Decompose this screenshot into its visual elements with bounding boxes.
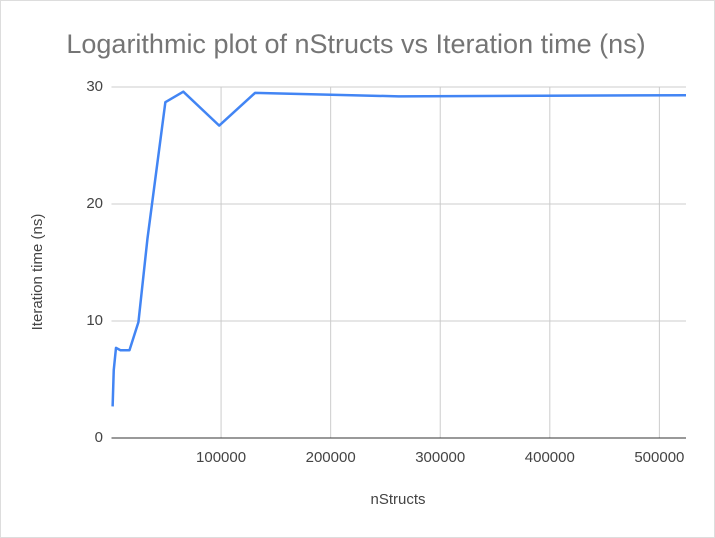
y-tick-label: 10 [86, 312, 103, 329]
chart-title: Logarithmic plot of nStructs vs Iteratio… [66, 29, 645, 59]
x-tick-label: 200000 [306, 449, 356, 466]
x-tick-label: 500000 [634, 449, 684, 466]
y-tick-label: 20 [86, 195, 103, 212]
x-tick-label: 400000 [525, 449, 575, 466]
y-tick-label: 30 [86, 78, 103, 95]
y-axis-title: Iteration time (ns) [29, 214, 46, 331]
x-axis-title: nStructs [370, 491, 425, 508]
y-tick-label: 0 [95, 429, 103, 446]
data-line [111, 90, 687, 407]
x-tick-label: 100000 [196, 449, 246, 466]
x-tick-label: 300000 [415, 449, 465, 466]
